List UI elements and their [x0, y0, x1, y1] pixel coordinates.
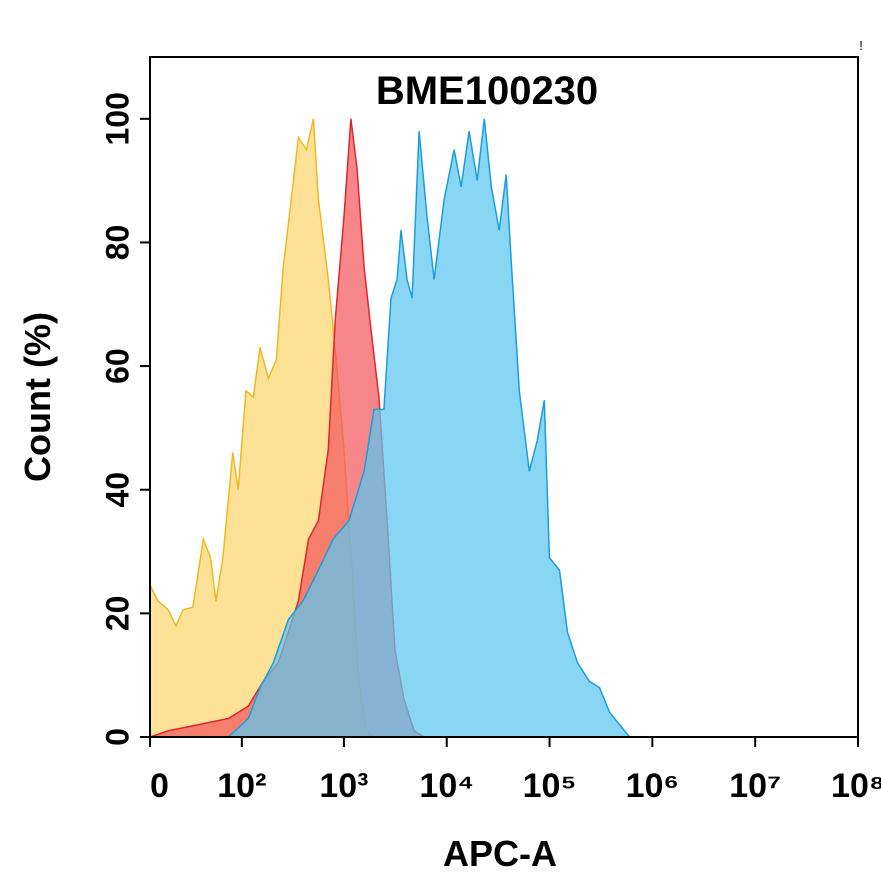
y-tick-label: 40 — [99, 472, 135, 508]
y-tick-label: 60 — [99, 348, 135, 384]
x-tick-label: 10⁶ — [626, 767, 679, 805]
y-tick-label: 20 — [99, 596, 135, 632]
x-tick-label: 10² — [217, 767, 266, 805]
x-tick-label: 10⁸ — [831, 767, 881, 805]
y-tick-label: 100 — [99, 92, 135, 145]
plot-frame — [149, 56, 859, 738]
x-tick-label: 10⁵ — [523, 767, 577, 805]
x-tick-label: 10⁷ — [729, 767, 781, 805]
y-tick-label: 0 — [99, 728, 135, 746]
x-tick-label: 10³ — [319, 767, 368, 805]
y-tick-label: 80 — [99, 225, 135, 261]
x-tick-label: 10⁴ — [419, 767, 474, 805]
y-axis-label: Count (%) — [17, 312, 58, 482]
corner-mark: ! — [859, 38, 863, 53]
x-tick-label: 0 — [150, 767, 169, 805]
histogram-outline — [227, 118, 631, 738]
chart-title: BME100230 — [376, 69, 598, 113]
histogram-fill — [228, 118, 630, 738]
x-axis-label: APC-A — [443, 833, 557, 874]
